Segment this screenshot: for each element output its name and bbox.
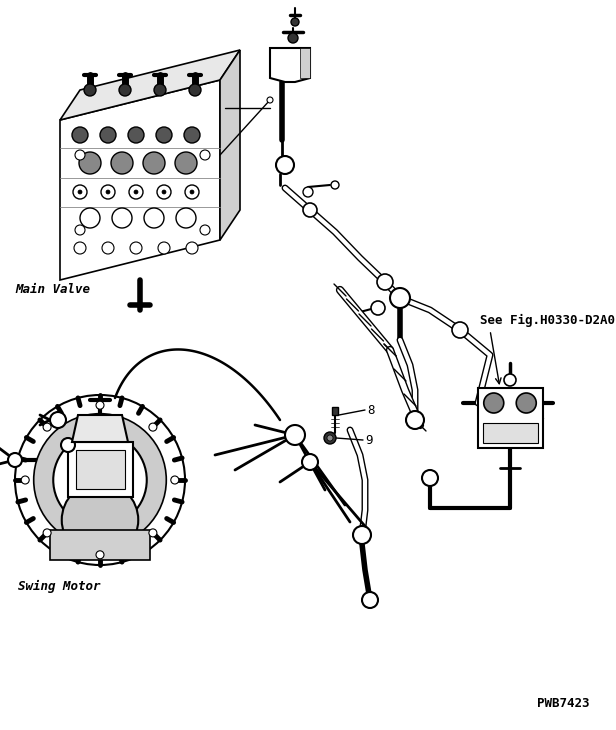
Circle shape xyxy=(184,127,200,143)
Circle shape xyxy=(190,190,194,194)
Circle shape xyxy=(144,208,164,228)
Circle shape xyxy=(200,150,210,160)
Circle shape xyxy=(21,476,29,484)
Text: Main Valve: Main Valve xyxy=(15,283,90,296)
Bar xyxy=(482,423,538,443)
Circle shape xyxy=(62,482,138,558)
Polygon shape xyxy=(270,48,310,82)
Circle shape xyxy=(61,438,75,452)
Text: Swing Motor: Swing Motor xyxy=(18,580,100,593)
Circle shape xyxy=(484,393,504,413)
Circle shape xyxy=(50,412,66,428)
Circle shape xyxy=(267,97,273,103)
Circle shape xyxy=(73,185,87,199)
Circle shape xyxy=(101,185,115,199)
Circle shape xyxy=(176,208,196,228)
Circle shape xyxy=(106,190,110,194)
Bar xyxy=(477,388,543,448)
Circle shape xyxy=(353,526,371,544)
Circle shape xyxy=(162,190,166,194)
Circle shape xyxy=(53,433,147,527)
Circle shape xyxy=(78,190,82,194)
Circle shape xyxy=(119,84,131,96)
Circle shape xyxy=(303,187,313,197)
Bar xyxy=(332,407,338,415)
Circle shape xyxy=(200,225,210,235)
Polygon shape xyxy=(60,50,240,120)
Circle shape xyxy=(406,411,424,429)
Circle shape xyxy=(156,127,172,143)
Circle shape xyxy=(96,402,104,410)
Bar xyxy=(50,530,150,560)
Circle shape xyxy=(362,592,378,608)
Circle shape xyxy=(285,425,305,445)
Circle shape xyxy=(452,322,468,338)
Text: 8: 8 xyxy=(367,404,375,417)
Circle shape xyxy=(129,185,143,199)
Circle shape xyxy=(324,432,336,444)
Circle shape xyxy=(377,274,393,290)
Circle shape xyxy=(143,152,165,174)
Bar xyxy=(76,450,124,488)
Circle shape xyxy=(112,208,132,228)
Circle shape xyxy=(175,152,197,174)
Circle shape xyxy=(149,423,157,431)
Circle shape xyxy=(331,181,339,189)
Polygon shape xyxy=(220,50,240,240)
Bar xyxy=(68,442,132,496)
Circle shape xyxy=(102,242,114,254)
Circle shape xyxy=(504,374,516,386)
Circle shape xyxy=(276,156,294,174)
Circle shape xyxy=(75,225,85,235)
Circle shape xyxy=(134,190,138,194)
Circle shape xyxy=(516,393,537,413)
Circle shape xyxy=(390,288,410,308)
Circle shape xyxy=(75,150,85,160)
Polygon shape xyxy=(60,80,220,280)
Circle shape xyxy=(154,84,166,96)
Circle shape xyxy=(34,414,166,546)
Circle shape xyxy=(303,203,317,217)
Circle shape xyxy=(189,84,201,96)
Text: See Fig.H0330-D2A0: See Fig.H0330-D2A0 xyxy=(480,313,615,326)
Circle shape xyxy=(74,242,86,254)
Circle shape xyxy=(185,185,199,199)
Circle shape xyxy=(84,84,96,96)
Circle shape xyxy=(130,242,142,254)
Circle shape xyxy=(43,423,51,431)
Circle shape xyxy=(288,33,298,43)
Circle shape xyxy=(79,152,101,174)
Circle shape xyxy=(291,18,299,26)
Text: 9: 9 xyxy=(365,434,373,447)
Circle shape xyxy=(149,529,157,537)
Circle shape xyxy=(8,453,22,467)
Polygon shape xyxy=(72,415,128,442)
Circle shape xyxy=(43,529,51,537)
Text: PWB7423: PWB7423 xyxy=(538,697,590,710)
Circle shape xyxy=(128,127,144,143)
Circle shape xyxy=(327,435,333,441)
Circle shape xyxy=(422,470,438,486)
Circle shape xyxy=(171,476,179,484)
Circle shape xyxy=(371,301,385,315)
Circle shape xyxy=(111,152,133,174)
Circle shape xyxy=(157,185,171,199)
Circle shape xyxy=(80,208,100,228)
Circle shape xyxy=(158,242,170,254)
Circle shape xyxy=(100,127,116,143)
Circle shape xyxy=(96,551,104,558)
Polygon shape xyxy=(300,48,310,78)
Circle shape xyxy=(186,242,198,254)
Circle shape xyxy=(302,454,318,470)
Circle shape xyxy=(72,127,88,143)
